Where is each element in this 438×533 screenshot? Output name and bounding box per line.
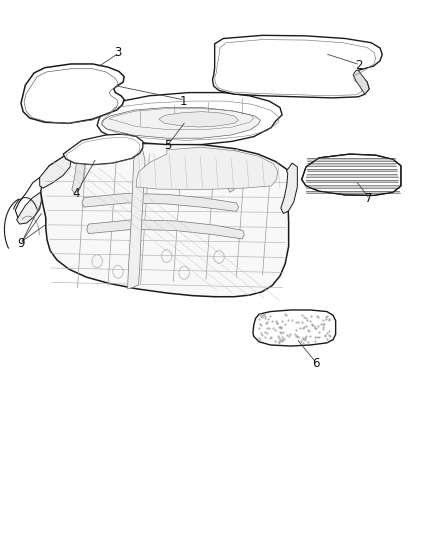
Polygon shape xyxy=(353,70,369,94)
Polygon shape xyxy=(253,310,336,346)
Text: 2: 2 xyxy=(355,59,363,72)
Polygon shape xyxy=(228,149,240,192)
Text: 5: 5 xyxy=(164,139,171,152)
Polygon shape xyxy=(41,143,291,297)
Polygon shape xyxy=(17,192,42,224)
Polygon shape xyxy=(21,64,124,123)
Text: 6: 6 xyxy=(312,357,319,369)
Polygon shape xyxy=(307,164,396,166)
Polygon shape xyxy=(87,220,244,239)
Polygon shape xyxy=(306,185,399,188)
Polygon shape xyxy=(307,169,397,172)
Polygon shape xyxy=(127,144,145,289)
Polygon shape xyxy=(40,155,71,188)
Polygon shape xyxy=(63,134,143,165)
Polygon shape xyxy=(307,175,398,177)
Text: 3: 3 xyxy=(114,46,122,59)
Text: 4: 4 xyxy=(73,187,80,200)
Text: 7: 7 xyxy=(365,192,373,205)
Polygon shape xyxy=(306,191,399,193)
Polygon shape xyxy=(307,158,396,160)
Polygon shape xyxy=(212,35,382,98)
Polygon shape xyxy=(281,163,297,214)
Polygon shape xyxy=(82,193,239,212)
Polygon shape xyxy=(72,146,86,193)
Polygon shape xyxy=(159,112,239,127)
Text: 9: 9 xyxy=(17,237,24,249)
Polygon shape xyxy=(102,108,260,138)
Polygon shape xyxy=(302,154,401,196)
Polygon shape xyxy=(136,147,278,190)
Polygon shape xyxy=(97,93,282,144)
Text: 1: 1 xyxy=(180,94,187,108)
Polygon shape xyxy=(306,180,398,182)
Polygon shape xyxy=(15,177,42,219)
